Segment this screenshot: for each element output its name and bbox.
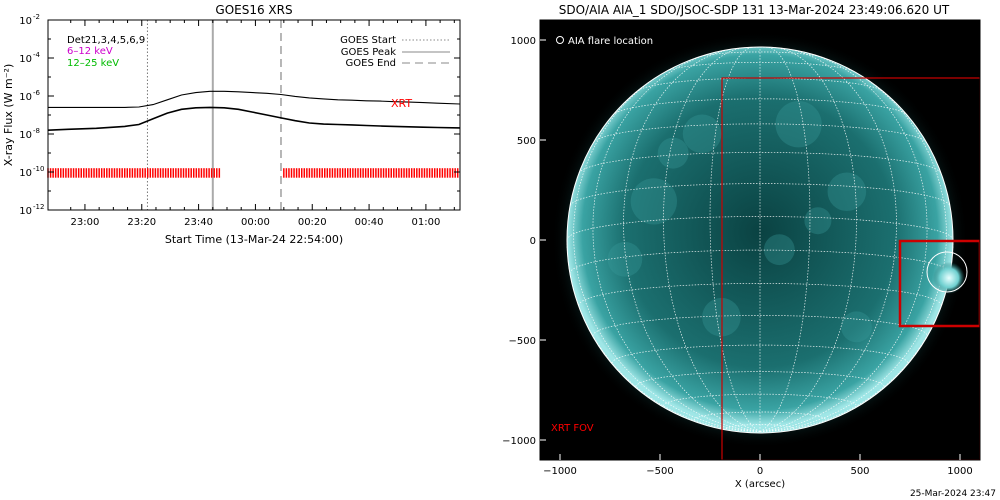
aia-y-tick-label: −500: [509, 336, 536, 347]
sun-active-region: [607, 241, 643, 277]
latitude-line: [611, 344, 909, 364]
goes-x-tick-label: 00:20: [298, 217, 327, 228]
aia-y-tick-label: 0: [530, 236, 536, 247]
goes-x-tick-label: 00:40: [355, 217, 384, 228]
xrt-fov-box: [721, 77, 980, 460]
legend-6-12kev: 6–12 keV: [67, 46, 113, 57]
legend-12-25kev: 12–25 keV: [67, 58, 119, 69]
sun-active-region: [657, 137, 689, 169]
sun-active-region: [763, 234, 795, 266]
goes-series-line-1: [48, 106, 460, 131]
aia-y-tick-label: −1000: [502, 436, 536, 447]
xrt-coverage-ticks: [47, 168, 459, 178]
latitude-line: [578, 283, 942, 306]
longitude-line: [759, 239, 954, 432]
aia-x-axis-label: X (arcsec): [735, 479, 785, 490]
goes-x-axis-label: Start Time (13-Mar-24 22:54:00): [165, 233, 343, 246]
goes-y-tick-label: 10: [19, 130, 32, 141]
goes-y-tick-label: 10: [19, 16, 32, 27]
longitude-line: [663, 47, 761, 432]
longitude-line: [566, 239, 761, 432]
goes-y-tick-exponent: -4: [33, 51, 41, 59]
goes-y-tick-label: 10: [19, 54, 32, 65]
longitude-line: [759, 66, 947, 432]
aia-image-content: [551, 31, 980, 460]
aia-x-tick-label: −1000: [543, 466, 577, 477]
aia-x-tick-label: 1000: [947, 466, 972, 477]
sun-active-region: [630, 178, 678, 225]
aia-image-panel: SDO/AIA AIA_1 SDO/JSOC-SDP 131 13-Mar-20…: [502, 3, 981, 490]
xrt-label: XRT: [391, 97, 412, 110]
aia-y-axis: 1000 500 0 −500 −1000: [502, 36, 546, 447]
latitude-line: [569, 183, 951, 206]
xrt-fov-label: XRT FOV: [551, 423, 594, 434]
legend-goes-end: GOES End: [346, 58, 396, 69]
flare-location-legend-icon: [556, 36, 564, 44]
flare-region-box: [898, 239, 980, 328]
goes-series-line-0: [48, 90, 460, 108]
aia-x-tick-label: −500: [646, 466, 673, 477]
footer-timestamp: 25-Mar-2024 23:47: [910, 489, 996, 499]
aia-x-tick-label: 500: [850, 466, 869, 477]
goes-xrs-plot: GOES16 XRS 23:00 23:20 23:40 00:00 00:20 00:4…: [2, 3, 461, 246]
goes-y-tick-label: 10: [19, 92, 32, 103]
goes-y-tick-exponent: -12: [33, 203, 44, 211]
aia-title: SDO/AIA AIA_1 SDO/JSOC-SDP 131 13-Mar-20…: [559, 3, 950, 17]
legend-goes-start: GOES Start: [340, 35, 396, 46]
longitude-line: [623, 48, 761, 432]
sun-active-region: [804, 207, 832, 235]
goes-y-tick-exponent: -6: [33, 89, 41, 97]
latitude-line: [693, 411, 827, 421]
goes-x-tick-label: 23:00: [71, 217, 100, 228]
goes-series-lines: [48, 90, 460, 131]
aia-x-axis: −1000 −500 0 500 1000: [543, 454, 973, 477]
sun-active-region: [841, 311, 872, 343]
legend-goes-peak: GOES Peak: [341, 47, 396, 58]
aia-y-tick-label: 500: [517, 136, 536, 147]
aia-x-tick-label: 0: [757, 466, 763, 477]
legend-detectors: Det21,3,4,5,6,9: [67, 35, 145, 46]
goes-title: GOES16 XRS: [215, 3, 292, 17]
longitude-line: [573, 66, 761, 432]
goes-x-tick-label: 00:00: [241, 217, 270, 228]
goes-x-tick-label: 23:40: [184, 217, 213, 228]
longitude-line: [709, 46, 761, 432]
longitude-line: [759, 48, 897, 432]
goes-y-tick-label: 10: [19, 168, 32, 179]
goes-y-tick-exponent: -8: [33, 127, 40, 135]
goes-y-tick-exponent: -2: [33, 13, 40, 21]
sun-active-region: [682, 114, 722, 154]
goes-x-axis: 23:00 23:20 23:40 00:00 00:20 00:40 01:00: [70, 20, 455, 228]
aia-y-tick-label: 1000: [511, 36, 536, 47]
goes-event-lines: [146, 20, 282, 210]
longitude-line: [759, 47, 857, 432]
sun-active-region: [827, 172, 867, 212]
aia-flare-location-marker: [926, 251, 968, 293]
goes-y-axis-label: X-ray Flux (W m⁻²): [2, 64, 15, 166]
goes-x-tick-label: 23:20: [127, 217, 156, 228]
longitude-line: [759, 46, 811, 432]
aia-legend-label: AIA flare location: [568, 36, 653, 47]
sun-disk: [567, 47, 953, 433]
flare-glow: [933, 262, 965, 294]
goes-x-tick-label: 01:00: [411, 217, 440, 228]
goes-y-tick-label: 10: [19, 206, 32, 217]
goes-y-tick-exponent: -10: [33, 165, 44, 173]
latitude-line: [593, 123, 927, 143]
